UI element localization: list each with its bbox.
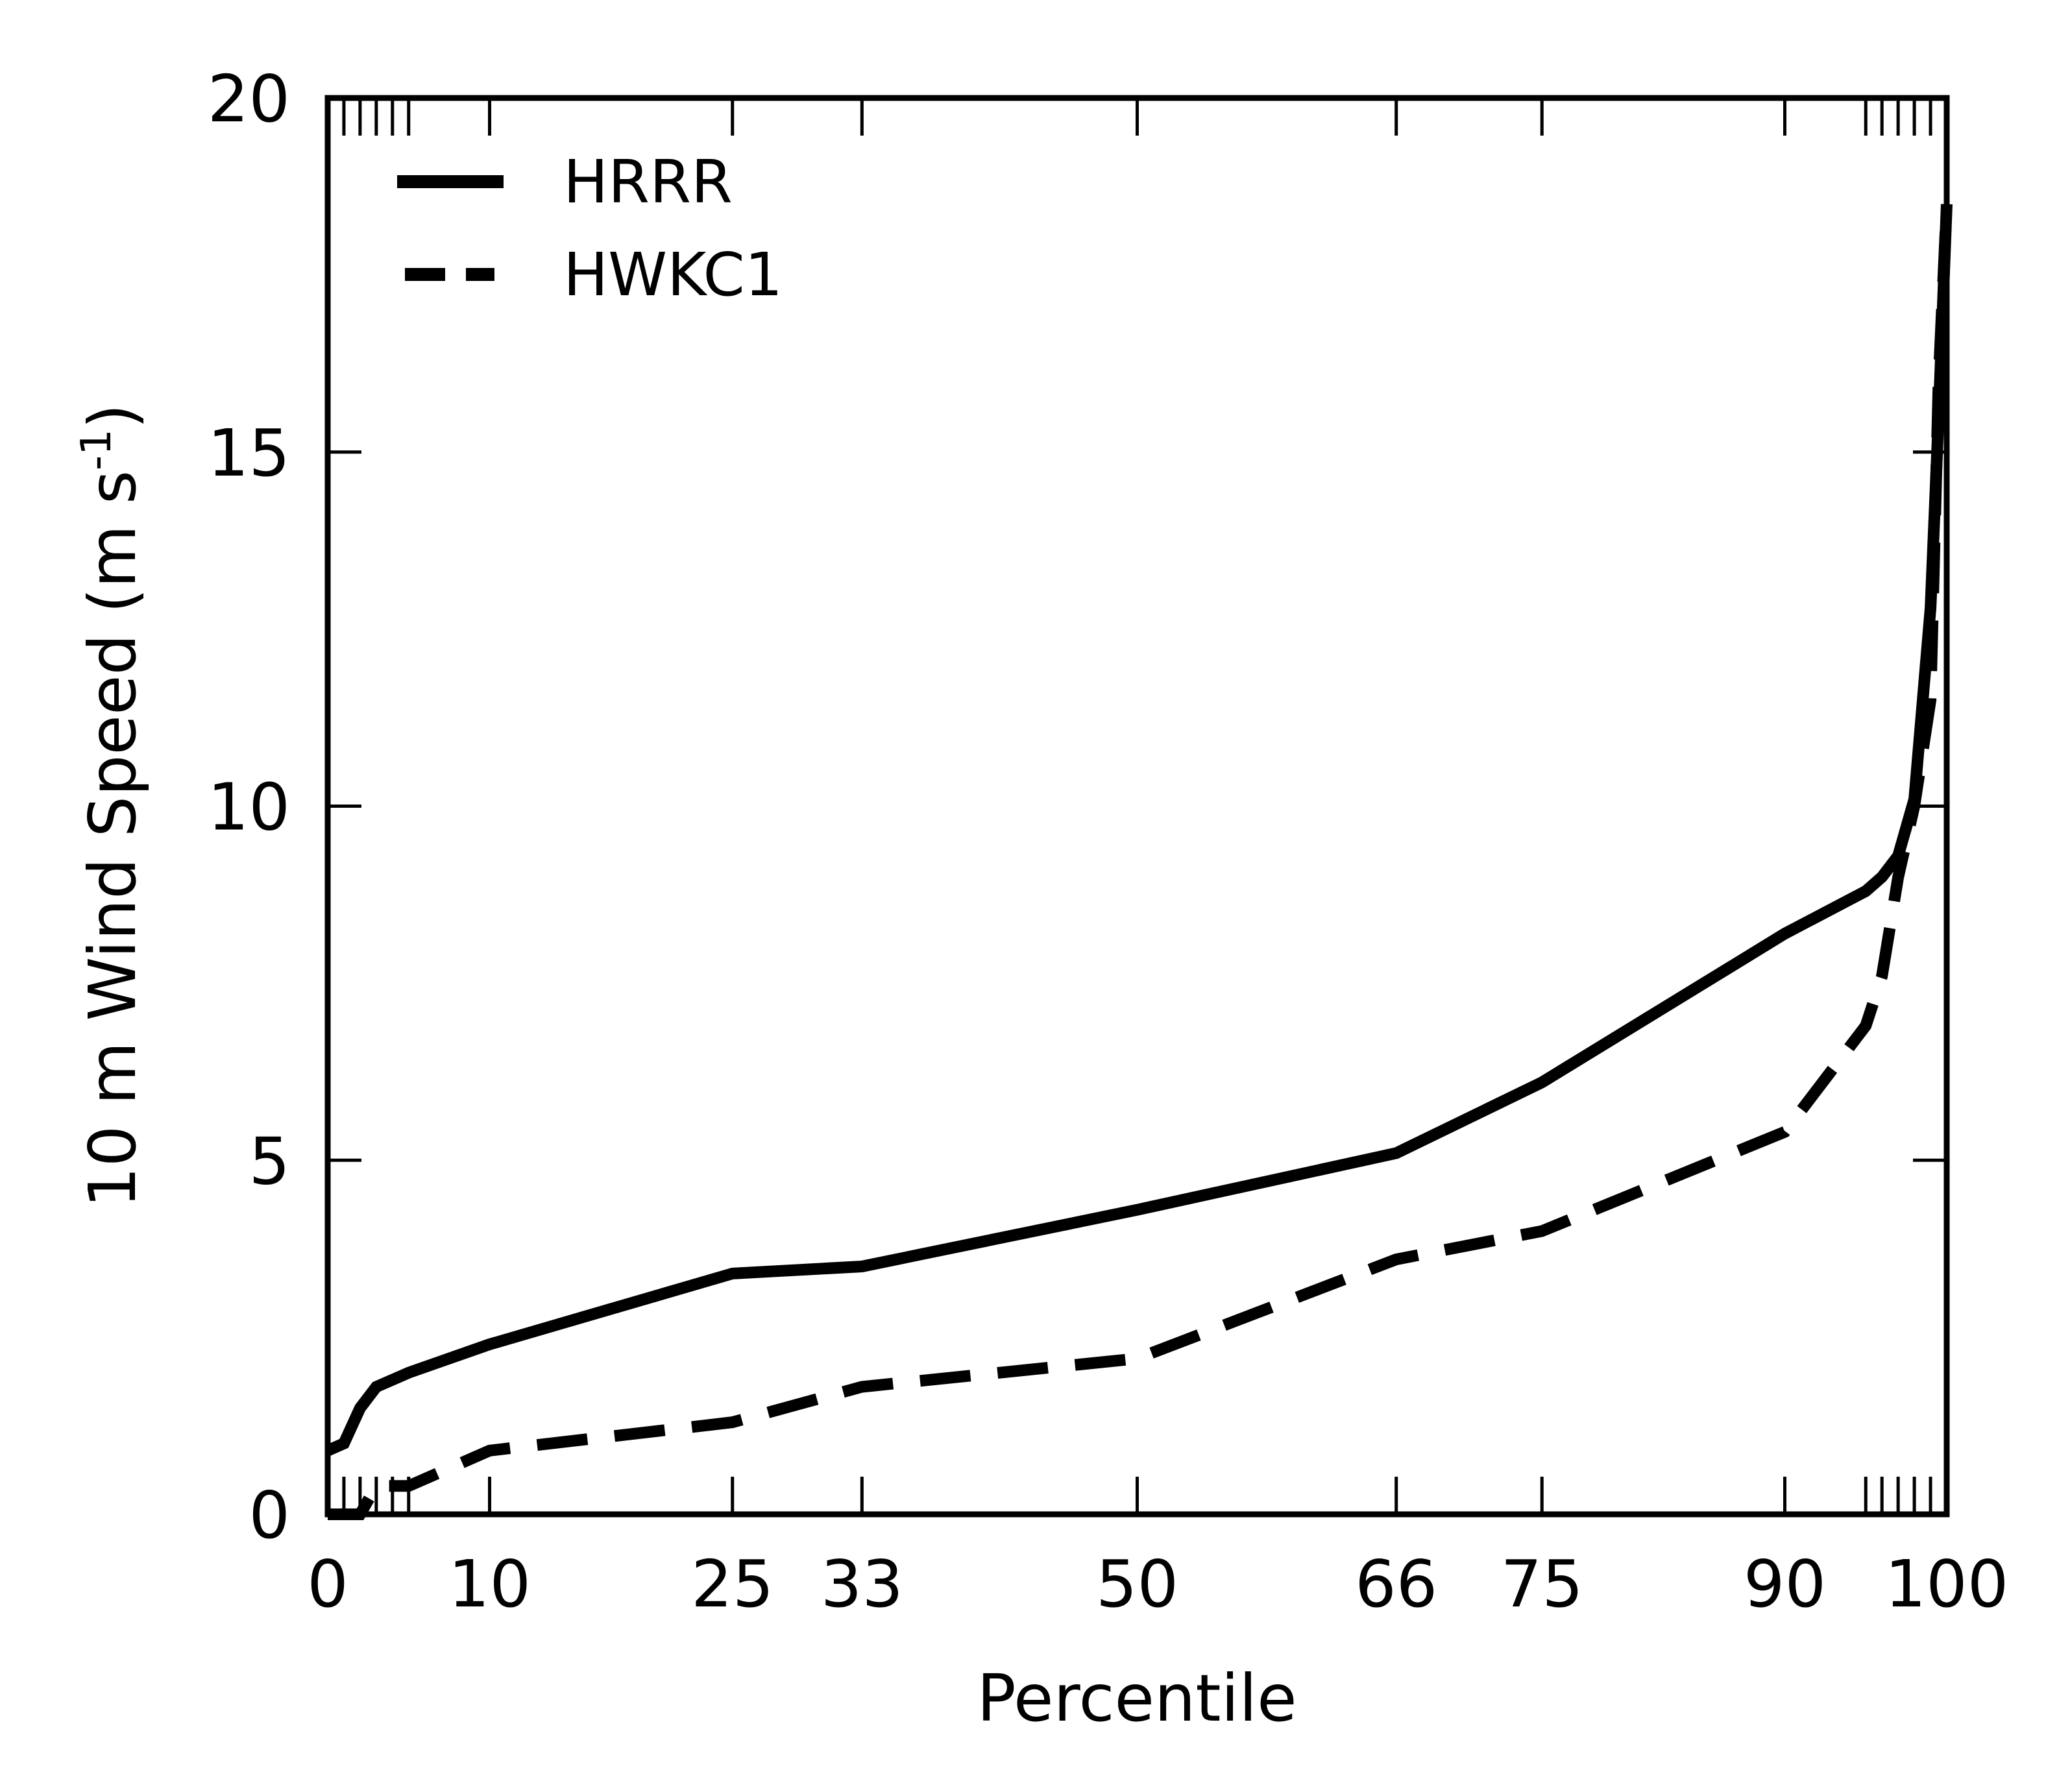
- series-line-hrrr: [325, 204, 1953, 1457]
- x-tick-label: 33: [821, 1546, 903, 1622]
- y-tick-label: 0: [249, 1477, 290, 1553]
- series-line-hwkc1: [328, 204, 1953, 1520]
- y-tick-label: 5: [249, 1123, 290, 1199]
- y-tick-label: 20: [208, 61, 290, 137]
- x-tick-label: 50: [1096, 1546, 1178, 1622]
- series-layer: [325, 204, 1953, 1520]
- x-tick-label: 25: [691, 1546, 773, 1622]
- x-axis-label: Percentile: [977, 1660, 1297, 1736]
- x-tick-label: 66: [1355, 1546, 1437, 1622]
- legend-label-hrrr: HRRR: [563, 147, 733, 217]
- y-tick-label: 15: [208, 415, 290, 491]
- ticks-layer: [326, 96, 1949, 1516]
- legend: HRRR HWKC1: [397, 147, 783, 309]
- x-tick-label: 10: [448, 1546, 531, 1622]
- plot-frame: [324, 95, 1950, 1518]
- x-tick-label: 100: [1885, 1546, 2009, 1622]
- y-tick-label: 10: [208, 769, 290, 845]
- y-axis-label-main: 10 m Wind Speed (m s: [75, 470, 151, 1208]
- legend-label-hwkc1: HWKC1: [563, 240, 783, 309]
- tick-labels: 0 10 25 33 50 66 75 90 100 0 5 10 15 20: [208, 61, 2009, 1622]
- x-tick-label: 0: [307, 1546, 348, 1622]
- y-axis-label: 10 m Wind Speed (m s-1): [73, 404, 151, 1208]
- x-tick-label: 90: [1744, 1546, 1826, 1622]
- y-axis-label-superscript: -1: [73, 429, 121, 470]
- x-tick-label: 75: [1501, 1546, 1583, 1622]
- y-axis-label-tail: ): [75, 404, 151, 429]
